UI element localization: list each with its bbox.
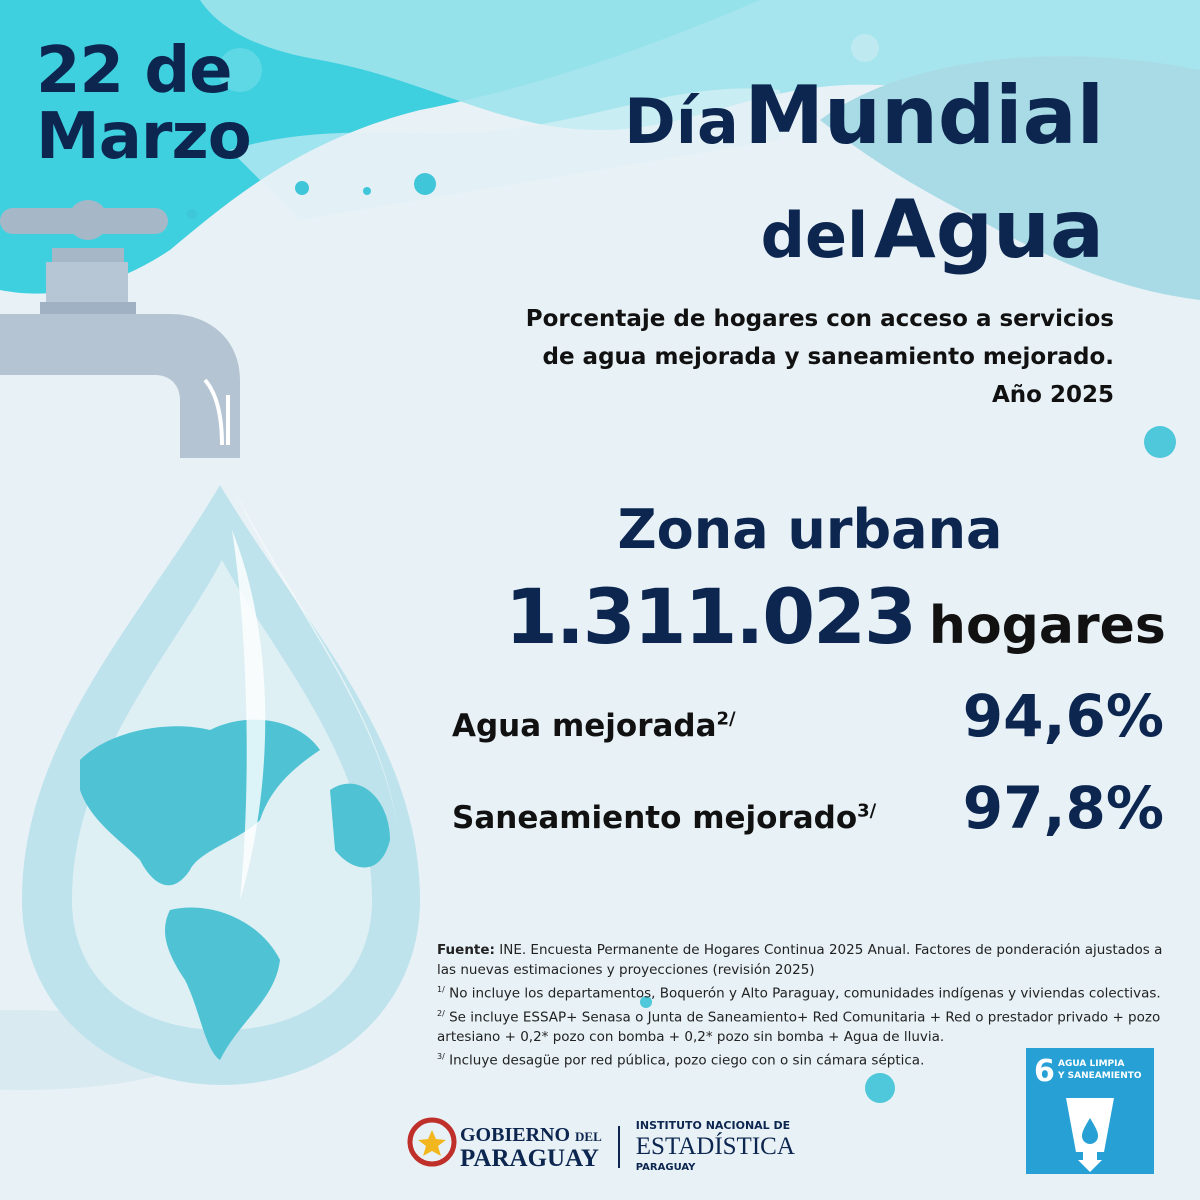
water-drop-globe-illustration [22, 485, 420, 1085]
logo-text: ESTADÍSTICA [635, 1133, 795, 1160]
subtitle: Porcentaje de hogares con acceso a servi… [526, 300, 1114, 414]
zone-label: Zona urbana [617, 498, 1003, 561]
title-dia: Día [624, 85, 739, 158]
water-drop-dot [851, 34, 879, 62]
gov-paraguay-emblem-icon [407, 1117, 457, 1167]
sdg-label: Y SANEAMIENTO [1058, 1071, 1142, 1081]
note-mark: 2/ [437, 1008, 445, 1018]
households-unit: hogares [928, 596, 1166, 656]
date-line-2: Marzo [36, 100, 252, 174]
subtitle-line-2: de agua mejorada y saneamiento mejorado. [542, 344, 1114, 370]
indicator-value: 94,6% [962, 682, 1164, 750]
footnotes: Fuente: INE. Encuesta Permanente de Hoga… [437, 940, 1177, 1071]
ine-logo: INSTITUTO NACIONAL DE ESTADÍSTICA PARAGU… [636, 1118, 795, 1176]
note-mark: 3/ [437, 1052, 445, 1061]
sdg-label: AGUA LIMPIA [1058, 1059, 1125, 1069]
note-1: No incluye los departamentos, Boquerón y… [449, 985, 1161, 1002]
wave-top-left [0, 0, 1200, 294]
wave-top-right [820, 56, 1200, 300]
sdg-6-badge-label: 6 AGUA LIMPIA Y SANEAMIENTO [1026, 1048, 1154, 1098]
gobierno-paraguay-logo: GOBIERNO DEL PARAGUAY [460, 1124, 602, 1172]
date-heading: 22 de Marzo [36, 34, 252, 174]
logo-text: DEL [575, 1129, 602, 1144]
logo-divider [617, 1126, 620, 1168]
indicator-label: Agua mejorada [452, 708, 717, 744]
date-line-1: 22 de [36, 34, 233, 108]
note-mark: 1/ [437, 985, 445, 994]
households-number: 1.311.023 [505, 572, 917, 661]
title-mundial: Mundial [744, 69, 1104, 162]
subtitle-line-1: Porcentaje de hogares con acceso a servi… [525, 306, 1114, 332]
sdg-number: 6 [1034, 1054, 1055, 1089]
households-count: 1.311.023 hogares [505, 572, 1166, 661]
logo-text: GOBIERNO [460, 1124, 571, 1146]
note-2: Se incluye ESSAP+ Senasa o Junta de Sane… [437, 1009, 1161, 1045]
page-title: Día Mundial del Agua [624, 70, 1104, 298]
source-label: Fuente: [437, 942, 495, 958]
source-text: INE. Encuesta Permanente de Hogares Cont… [437, 942, 1163, 978]
logo-text: PARAGUAY [460, 1145, 599, 1172]
footnote-mark: 2/ [716, 708, 736, 730]
indicator-saneamiento-mejorado: Saneamiento mejorado3/ 97,8% [452, 774, 1164, 842]
indicator-agua-mejorada: Agua mejorada2/ 94,6% [452, 682, 1164, 750]
subtitle-year: Año 2025 [992, 382, 1114, 408]
logo-text: INSTITUTO NACIONAL DE [635, 1119, 791, 1132]
logo-text: PARAGUAY [635, 1162, 696, 1173]
note-3: Incluye desagüe por red pública, pozo ci… [449, 1052, 925, 1069]
title-del: del [760, 199, 869, 272]
footnote-mark: 3/ [857, 800, 877, 822]
footer-logos: GOBIERNO DEL PARAGUAY INSTITUTO NACIONAL… [460, 1118, 795, 1176]
indicator-value: 97,8% [962, 774, 1164, 842]
wave-top-light [200, 0, 1200, 150]
title-agua: Agua [873, 183, 1104, 276]
indicator-label: Saneamiento mejorado [452, 800, 858, 836]
faucet-icon [0, 200, 240, 458]
